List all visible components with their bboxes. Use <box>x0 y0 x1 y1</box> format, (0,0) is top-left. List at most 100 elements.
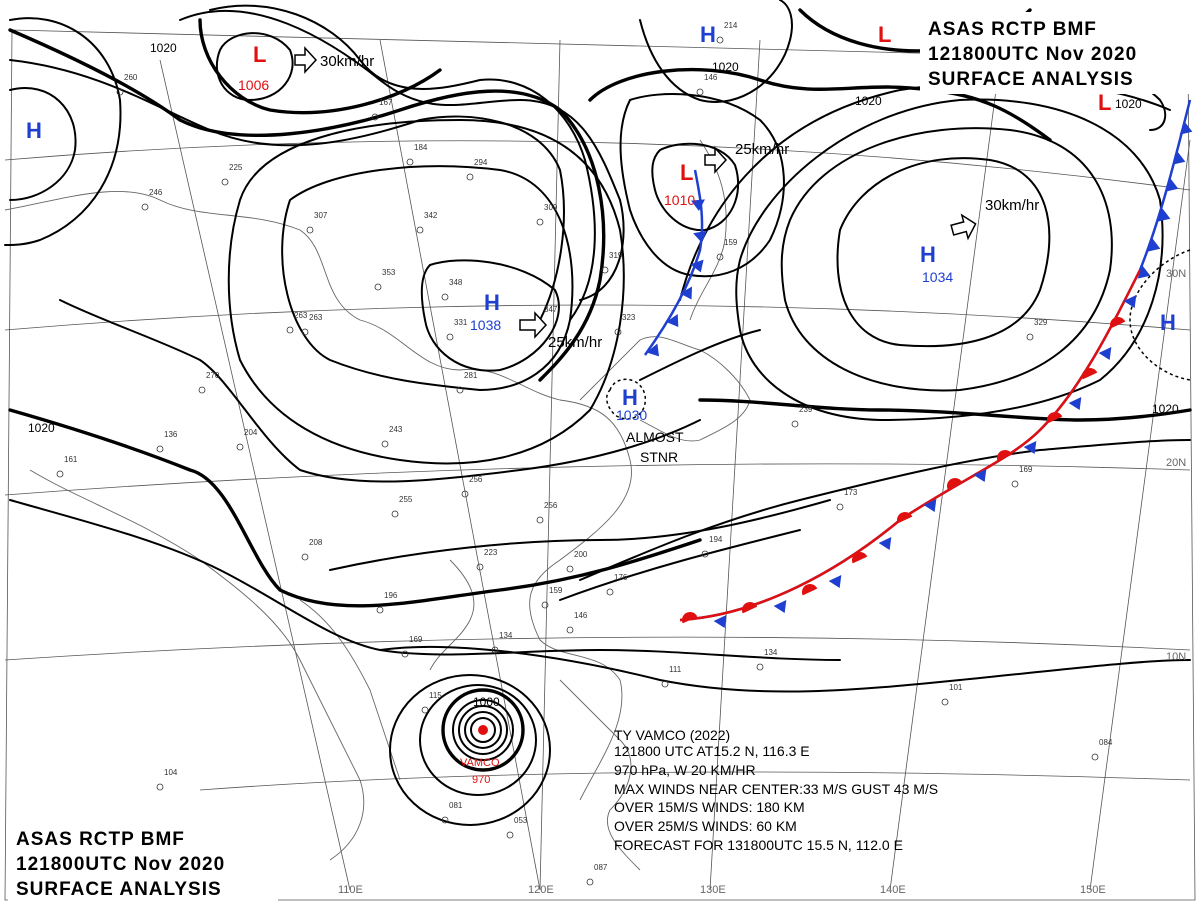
station-circle <box>116 88 124 96</box>
station-circle <box>286 326 294 334</box>
isobar-label: 1020 <box>855 94 882 108</box>
station-circle <box>156 445 164 453</box>
station-circle <box>756 663 764 671</box>
low-center-marker: L <box>253 42 266 67</box>
station-plots: 260 246 225 307 342 294 309 263 319 323 348 353 331 2… <box>56 21 1113 886</box>
cold-front-triangle <box>973 469 987 482</box>
high-pressure-value: 1038 <box>470 317 501 333</box>
station-circle <box>56 470 64 478</box>
station-circle <box>836 503 844 511</box>
cold-front-triangle <box>773 600 787 613</box>
isobar-label-group: 1020 1020 1020 1020 1020 1020 <box>28 41 1179 435</box>
stationary-note: ALMOST STNR <box>626 429 684 465</box>
header-line-2: 121800UTC Nov 2020 <box>16 854 225 875</box>
high-center-marker: H <box>1160 310 1176 335</box>
station-circle <box>374 283 382 291</box>
station-circle <box>391 510 399 518</box>
station-circle <box>421 706 429 714</box>
station-value: 214 <box>724 21 738 30</box>
station-value: 200 <box>574 550 588 559</box>
high-center-marker: H <box>484 290 500 315</box>
front-symbols <box>646 121 1193 628</box>
station-value: 323 <box>622 313 636 322</box>
station-value: 111 <box>669 665 682 674</box>
cold-front-triangle <box>1123 295 1137 308</box>
station-circle <box>401 650 409 658</box>
station-circle <box>306 226 314 234</box>
isobar-label: 1020 <box>28 421 55 435</box>
station-value: 208 <box>309 538 323 547</box>
station-value: 225 <box>229 163 243 172</box>
station-circle <box>701 550 709 558</box>
station-circle <box>456 386 464 394</box>
station-circle <box>461 490 469 498</box>
station-circle <box>198 386 206 394</box>
station-circle <box>536 218 544 226</box>
station-circle <box>566 565 574 573</box>
typhoon-info-line: 121800 UTC AT15.2 N, 116.3 E <box>614 743 810 759</box>
movement-speed: 25km/hr <box>735 141 789 158</box>
station-value: 134 <box>764 648 778 657</box>
cold-front-triangle <box>1023 441 1037 454</box>
typhoon-info-line: TY VAMCO (2022) <box>614 727 730 743</box>
station-value: 101 <box>949 683 963 692</box>
cold-front-triangle <box>666 313 679 328</box>
movement-arrow-icon <box>704 146 728 174</box>
station-circle <box>1011 480 1019 488</box>
station-circle <box>236 443 244 451</box>
station-circle <box>716 253 724 261</box>
warm-front-semicircle <box>1047 412 1063 424</box>
movement-arrow-icon <box>294 46 318 74</box>
station-value: 246 <box>149 188 163 197</box>
almost-label: ALMOST <box>626 429 684 445</box>
movement-arrow-icon <box>950 213 977 241</box>
low-pressure-value: 1010 <box>664 192 695 208</box>
station-value: 169 <box>409 635 423 644</box>
typhoon-info-line: MAX WINDS NEAR CENTER:33 M/S GUST 43 M/S <box>614 781 938 797</box>
station-circle <box>696 88 704 96</box>
typhoon-center-icon <box>478 725 488 735</box>
station-circle <box>476 563 484 571</box>
low-center-marker: L <box>680 160 693 185</box>
station-value: 294 <box>474 158 488 167</box>
station-value: 053 <box>514 816 528 825</box>
station-value: 239 <box>799 405 813 414</box>
cold-front-triangle <box>691 199 705 211</box>
station-value: 134 <box>499 631 513 640</box>
station-value: 173 <box>844 488 858 497</box>
station-value: 347 <box>544 305 558 314</box>
high-center-marker: H <box>920 242 936 267</box>
station-circle <box>606 588 614 596</box>
cold-front-triangle <box>679 286 693 300</box>
latitude-label: 10N <box>1166 651 1186 663</box>
cold-front-triangle <box>1179 121 1193 135</box>
station-value: 204 <box>244 428 258 437</box>
station-circle <box>221 178 229 186</box>
header-backdrop <box>8 822 278 912</box>
station-circle <box>446 333 454 341</box>
high-center-marker: H <box>26 118 42 143</box>
station-value: 342 <box>424 211 438 220</box>
cold-front-triangle <box>646 343 660 357</box>
longitude-label: 150E <box>1080 884 1106 896</box>
station-value: 263 <box>309 313 323 322</box>
high-center-marker: H <box>700 22 716 47</box>
high-pressure-value: 1030 <box>616 407 647 423</box>
latitude-label: 30N <box>1166 268 1186 280</box>
header-backdrop <box>920 12 1190 94</box>
cold-front-triangle <box>1172 151 1186 165</box>
header-line-3: SURFACE ANALYSIS <box>16 879 222 900</box>
typhoon-info-line: 970 hPa, W 20 KM/HR <box>614 762 756 778</box>
station-value: 167 <box>379 98 393 107</box>
station-value: 329 <box>1034 318 1048 327</box>
station-circle <box>791 420 799 428</box>
station-value: 184 <box>414 143 428 152</box>
warm-front-semicircle <box>1110 317 1126 329</box>
station-value: 223 <box>484 548 498 557</box>
warm-front-semicircle <box>852 552 868 564</box>
longitude-labels: 110E 120E 130E 140E 150E <box>338 884 1106 896</box>
cold-front-northern <box>643 169 704 356</box>
station-value: 307 <box>314 211 328 220</box>
